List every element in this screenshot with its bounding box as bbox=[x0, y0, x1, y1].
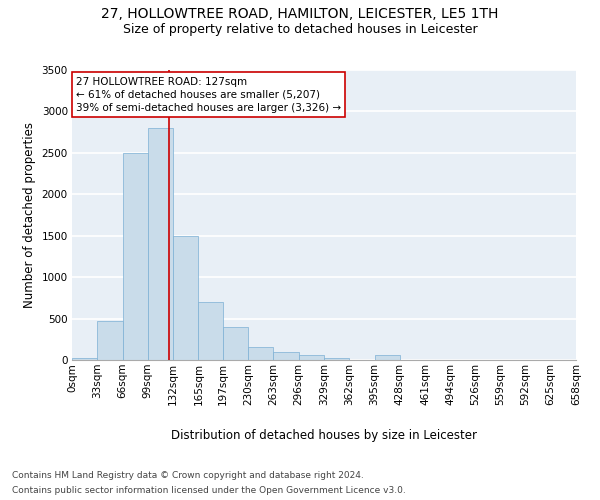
Bar bbox=[97, 321, 122, 360]
Bar bbox=[248, 347, 274, 360]
Bar bbox=[324, 358, 349, 360]
Bar bbox=[199, 302, 223, 360]
Bar bbox=[122, 153, 148, 360]
Bar bbox=[299, 356, 324, 360]
Text: Contains public sector information licensed under the Open Government Licence v3: Contains public sector information licen… bbox=[12, 486, 406, 495]
Text: 27 HOLLOWTREE ROAD: 127sqm
← 61% of detached houses are smaller (5,207)
39% of s: 27 HOLLOWTREE ROAD: 127sqm ← 61% of deta… bbox=[76, 76, 341, 113]
Bar bbox=[374, 356, 400, 360]
Bar bbox=[72, 358, 97, 360]
Y-axis label: Number of detached properties: Number of detached properties bbox=[23, 122, 36, 308]
Bar bbox=[148, 128, 173, 360]
Bar bbox=[274, 352, 299, 360]
Text: Size of property relative to detached houses in Leicester: Size of property relative to detached ho… bbox=[122, 22, 478, 36]
Text: 27, HOLLOWTREE ROAD, HAMILTON, LEICESTER, LE5 1TH: 27, HOLLOWTREE ROAD, HAMILTON, LEICESTER… bbox=[101, 8, 499, 22]
Text: Distribution of detached houses by size in Leicester: Distribution of detached houses by size … bbox=[171, 428, 477, 442]
Text: Contains HM Land Registry data © Crown copyright and database right 2024.: Contains HM Land Registry data © Crown c… bbox=[12, 471, 364, 480]
Bar bbox=[173, 236, 199, 360]
Bar bbox=[223, 327, 248, 360]
